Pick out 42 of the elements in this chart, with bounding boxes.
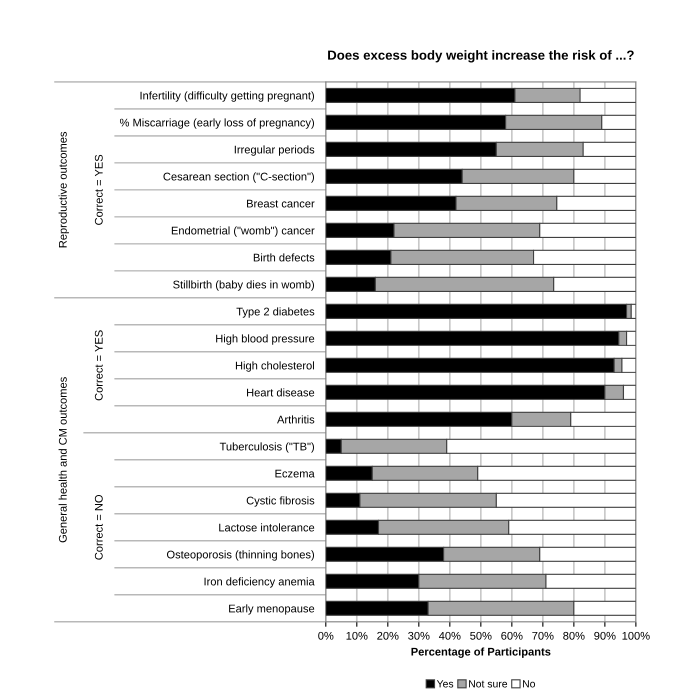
text: Correct = YES [94, 154, 103, 225]
y-tick-label: High cholesterol [236, 361, 314, 372]
x-tick-label: 30% [408, 632, 430, 640]
x-tick-label: 50% [470, 632, 492, 640]
y-tick-label: Cesarean section ("C-section") [163, 172, 314, 183]
x-tick-label: 70% [532, 632, 554, 640]
y-tick-label: % Miscarriage (early loss of pregnancy) [120, 118, 314, 129]
bar [326, 304, 628, 319]
legend-label: Yes [436, 680, 454, 688]
y-tick-label: Eczema [275, 470, 315, 478]
y-tick-label: Iron deficiency anemia [204, 577, 315, 588]
y-tick-label: Early menopause [229, 604, 314, 615]
y-tick-label: Lactose intolerance [219, 523, 314, 532]
y-tick-label: Birth defects [254, 253, 314, 262]
x-tick-label: 90% [594, 632, 616, 640]
text: General health and CM outcomes [58, 377, 67, 542]
y-tick-label: Irregular periods [234, 145, 314, 156]
x-tick-label: 20% [377, 632, 399, 640]
y-tick-label: Infertility (difficulty getting pregnant) [140, 91, 314, 102]
x-tick-label: 60% [501, 632, 523, 640]
y-tick-label: Osteoporosis (thinning bones) [166, 550, 314, 561]
y-tick-label: Cystic fibrosis [246, 496, 314, 507]
legend-label: No [523, 680, 536, 688]
x-tick-label: 0% [318, 632, 334, 640]
text: Correct = YES [94, 330, 103, 400]
y-tick-label: Arthritis [277, 415, 314, 424]
y-tick-label: Tuberculosis ("TB") [220, 442, 314, 453]
y-tick-label: High blood pressure [216, 334, 314, 345]
x-axis-title: Percentage of Participants [411, 647, 550, 658]
y-tick-label: Type 2 diabetes [236, 307, 314, 318]
x-tick-label: 80% [563, 632, 585, 640]
y-tick-label: Endometrial ("womb") cancer [172, 226, 315, 237]
y-tick-label: Stillbirth (baby dies in womb) [173, 280, 314, 291]
text: Reproductive outcomes [58, 132, 69, 248]
text: Correct = NO [94, 494, 103, 560]
x-tick-label: 100% [622, 632, 650, 640]
x-tick-label: 10% [346, 632, 368, 640]
y-tick-label: Heart disease [247, 388, 314, 396]
chart-title: Does excess body weight increase the risk of ...? [328, 50, 634, 62]
legend-label: Not sure [469, 680, 508, 688]
y-tick-label: Breast cancer [247, 200, 314, 208]
x-tick-label: 40% [438, 632, 461, 640]
